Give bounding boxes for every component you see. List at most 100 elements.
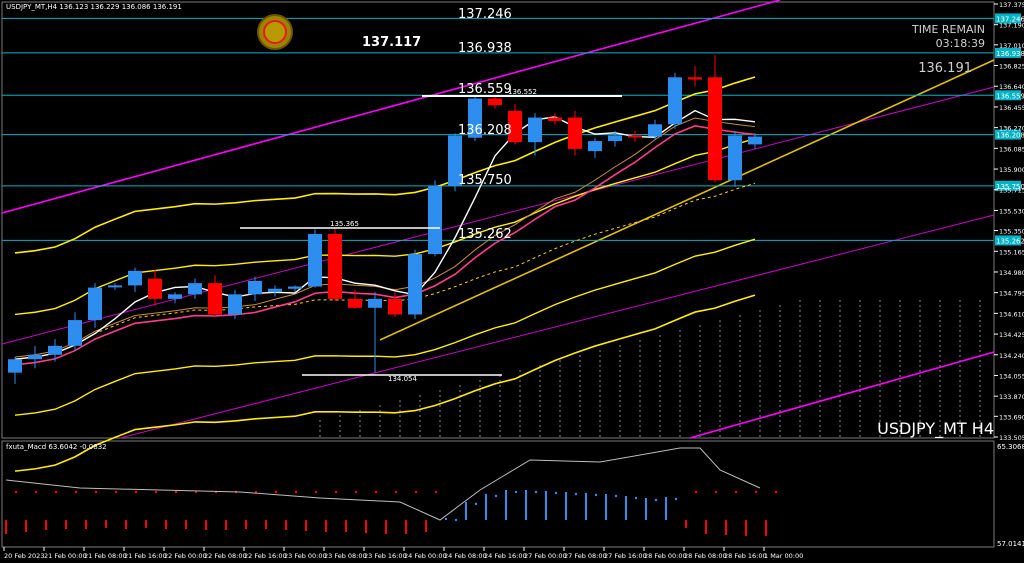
macd-signal-dot: [354, 490, 358, 494]
macd-signal-dot: [474, 502, 478, 506]
candle-body[interactable]: [508, 110, 522, 143]
macd-panel-frame: [1, 440, 995, 548]
candle-body[interactable]: [528, 117, 542, 143]
macd-signal-dot: [494, 494, 498, 498]
candle-body[interactable]: [468, 98, 482, 138]
candle-body[interactable]: [668, 77, 682, 125]
macd-signal-dot: [54, 490, 58, 494]
bid-value: 136.191: [918, 61, 972, 76]
dotted-yellow-ma: [14, 182, 756, 360]
y-tick-label: 137.375: [999, 1, 1024, 9]
level-label: 137.246: [458, 7, 512, 22]
candle-body[interactable]: [568, 117, 582, 149]
candle-body[interactable]: [388, 298, 402, 315]
time-remain-value: 03:18:39: [936, 37, 985, 50]
candle-body[interactable]: [588, 141, 602, 152]
candle-body[interactable]: [268, 288, 282, 293]
candle-body[interactable]: [748, 136, 762, 145]
price-level-marker: [995, 129, 1021, 140]
macd-bottom-value: 57.0141: [997, 540, 1024, 548]
macd-signal-dot: [634, 496, 638, 500]
yellow-trendline[interactable]: [379, 59, 995, 341]
x-tick-label: 23 Feb 08:00: [324, 552, 367, 560]
x-tick-label: 21 Feb 08:00: [84, 552, 127, 560]
bottom-magenta-trendline[interactable]: [689, 351, 995, 439]
price-level-marker: [995, 47, 1021, 58]
candle-body[interactable]: [488, 98, 502, 106]
candle-body[interactable]: [68, 320, 82, 346]
macd-signal-dot: [74, 490, 78, 494]
candle-body[interactable]: [108, 285, 122, 288]
candle-body[interactable]: [688, 77, 702, 80]
candle-body[interactable]: [88, 287, 102, 321]
candle-body[interactable]: [548, 117, 562, 121]
price-axis: 137.375 137.190 137.010 136.825 136.640 136.4…: [994, 1, 1024, 442]
y-tick-label: 135.350: [999, 228, 1024, 236]
x-tick-label: 27 Feb 08:00: [564, 552, 607, 560]
candle-body[interactable]: [188, 283, 202, 295]
envelope-bands: [14, 76, 756, 472]
macd-signal-dot: [654, 498, 658, 502]
segment-annotation: 135.365: [330, 220, 359, 228]
macd-signal-dot: [274, 490, 278, 494]
candle-body[interactable]: [328, 233, 342, 299]
candle-body[interactable]: [628, 135, 642, 138]
candle-body[interactable]: [648, 124, 662, 137]
trend-lines: [1, 0, 995, 439]
macd-signal-dot: [734, 490, 738, 494]
price-level-marker: [995, 180, 1021, 191]
y-tick-label: 136.640: [999, 83, 1024, 91]
candle-body[interactable]: [8, 359, 22, 373]
price-level-marker: [995, 235, 1021, 246]
lower-band-outer: [14, 294, 756, 472]
symbol-watermark: USDJPY_MT H4: [877, 419, 994, 439]
lower-band-inner: [14, 238, 756, 416]
candle-body[interactable]: [248, 280, 262, 295]
upper-magenta-trendline[interactable]: [1, 0, 781, 214]
low-magenta-trendline[interactable]: [119, 214, 995, 439]
candle-body[interactable]: [48, 345, 62, 355]
candle-body[interactable]: [148, 278, 162, 299]
y-tick-label: 136.455: [999, 104, 1024, 112]
macd-signal-dot: [434, 490, 438, 494]
candle-body[interactable]: [288, 286, 302, 289]
mid-magenta-trendline[interactable]: [1, 86, 995, 345]
level-label: 135.750: [458, 173, 512, 188]
candle-body[interactable]: [368, 298, 382, 308]
candle-body[interactable]: [208, 283, 222, 315]
macd-signal-dot: [414, 490, 418, 494]
segment-annotation: 136.552: [508, 88, 537, 96]
x-tick-label: 20 Feb 2023: [4, 552, 44, 560]
y-tick-label: 135.530: [999, 207, 1024, 215]
candle-body[interactable]: [308, 233, 322, 287]
candle-body[interactable]: [228, 294, 242, 315]
y-tick-label: 136.825: [999, 63, 1024, 71]
y-tick-label: 135.900: [999, 166, 1024, 174]
candle-body[interactable]: [448, 135, 462, 186]
candle-body[interactable]: [348, 298, 362, 308]
y-tick-label: 134.795: [999, 290, 1024, 298]
candle-body[interactable]: [408, 254, 422, 315]
candle-body[interactable]: [168, 294, 182, 299]
y-tick-label: 137.190: [999, 22, 1024, 30]
y-tick-label: 134.610: [999, 310, 1024, 318]
macd-signal-dot: [254, 490, 258, 494]
candle-body[interactable]: [428, 185, 442, 255]
candle-body[interactable]: [728, 135, 742, 181]
macd-signal-dot: [14, 490, 18, 494]
x-tick-label: 28 Feb 00:00: [644, 552, 687, 560]
macd-signal-dot: [574, 492, 578, 496]
macd-signal-dot: [534, 490, 538, 494]
candle-body[interactable]: [28, 354, 42, 360]
segment-annotation: 134.054: [388, 375, 417, 383]
y-tick-label: 133.505: [999, 434, 1024, 442]
macd-signal-dot: [294, 490, 298, 494]
candle-body[interactable]: [608, 135, 622, 142]
candle-body[interactable]: [708, 77, 722, 181]
candle-body[interactable]: [128, 270, 142, 286]
macd-signal-dot: [694, 490, 698, 494]
macd-signal-dot: [134, 490, 138, 494]
macd-signal-dot: [334, 490, 338, 494]
x-tick-label: 23 Feb 00:00: [284, 552, 327, 560]
